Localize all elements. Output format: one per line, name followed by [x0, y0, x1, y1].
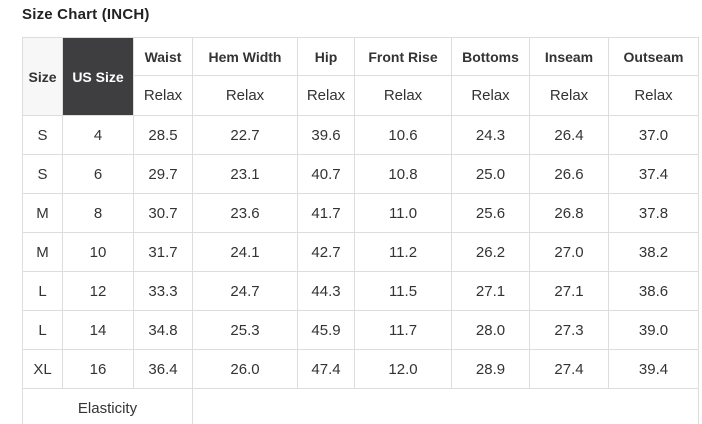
- size-value: L: [22, 271, 63, 311]
- front-rise-value: 11.7: [354, 310, 452, 350]
- column-header-hip: Hip: [297, 37, 355, 76]
- size-value: L: [22, 310, 63, 350]
- column-header-front-rise: Front Rise: [354, 37, 452, 76]
- hip-value: 41.7: [297, 193, 355, 233]
- outseam-value: 37.0: [608, 115, 699, 155]
- fit-row: Relax Relax Relax Relax Relax Relax Rela…: [23, 75, 699, 116]
- hip-value: 45.9: [297, 310, 355, 350]
- waist-value: 36.4: [133, 349, 193, 389]
- table-row: S 4 28.5 22.7 39.6 10.6 24.3 26.4 37.0: [22, 115, 699, 155]
- inseam-value: 27.1: [529, 271, 609, 311]
- bottoms-value: 24.3: [451, 115, 530, 155]
- inseam-value: 26.4: [529, 115, 609, 155]
- fit-cell-waist: Relax: [133, 75, 193, 116]
- hip-value: 47.4: [297, 349, 355, 389]
- elasticity-row: Elasticity: [22, 388, 699, 424]
- outseam-value: 37.8: [608, 193, 699, 233]
- hip-value: 39.6: [297, 115, 355, 155]
- fit-cell-bottoms: Relax: [451, 75, 530, 116]
- front-rise-value: 10.8: [354, 154, 452, 194]
- us-size-value: 16: [62, 349, 134, 389]
- fit-cell-inseam: Relax: [529, 75, 609, 116]
- front-rise-value: 11.0: [354, 193, 452, 233]
- front-rise-value: 11.5: [354, 271, 452, 311]
- table-row: XL 16 36.4 26.0 47.4 12.0 28.9 27.4 39.4: [22, 349, 699, 389]
- hem-width-value: 23.6: [192, 193, 298, 233]
- outseam-value: 39.4: [608, 349, 699, 389]
- page-title: Size Chart (INCH): [22, 6, 150, 23]
- bottoms-value: 28.9: [451, 349, 530, 389]
- size-column-header: Size: [22, 37, 63, 116]
- outseam-value: 38.2: [608, 232, 699, 272]
- us-size-value: 12: [62, 271, 134, 311]
- bottoms-value: 26.2: [451, 232, 530, 272]
- table-row: M 10 31.7 24.1 42.7 11.2 26.2 27.0 38.2: [22, 232, 699, 272]
- inseam-value: 27.0: [529, 232, 609, 272]
- inseam-value: 26.8: [529, 193, 609, 233]
- us-size-value: 10: [62, 232, 134, 272]
- us-size-value: 8: [62, 193, 134, 233]
- column-header-bottoms: Bottoms: [451, 37, 530, 76]
- waist-value: 30.7: [133, 193, 193, 233]
- inseam-value: 27.3: [529, 310, 609, 350]
- fit-cell-outseam: Relax: [608, 75, 699, 116]
- waist-value: 29.7: [133, 154, 193, 194]
- bottoms-value: 25.0: [451, 154, 530, 194]
- front-rise-value: 11.2: [354, 232, 452, 272]
- elasticity-label: Elasticity: [22, 388, 193, 424]
- table-row: L 14 34.8 25.3 45.9 11.7 28.0 27.3 39.0: [22, 310, 699, 350]
- inseam-value: 26.6: [529, 154, 609, 194]
- table-row: M 8 30.7 23.6 41.7 11.0 25.6 26.8 37.8: [22, 193, 699, 233]
- size-value: S: [22, 154, 63, 194]
- hem-width-value: 23.1: [192, 154, 298, 194]
- waist-value: 34.8: [133, 310, 193, 350]
- fit-cell-hip: Relax: [297, 75, 355, 116]
- hem-width-value: 26.0: [192, 349, 298, 389]
- front-rise-value: 10.6: [354, 115, 452, 155]
- column-header-outseam: Outseam: [608, 37, 699, 76]
- us-size-column-header: US Size: [62, 37, 134, 116]
- us-size-value: 14: [62, 310, 134, 350]
- size-value: M: [22, 193, 63, 233]
- waist-value: 31.7: [133, 232, 193, 272]
- outseam-value: 38.6: [608, 271, 699, 311]
- outseam-value: 37.4: [608, 154, 699, 194]
- waist-value: 33.3: [133, 271, 193, 311]
- size-value: M: [22, 232, 63, 272]
- bottoms-value: 25.6: [451, 193, 530, 233]
- hip-value: 44.3: [297, 271, 355, 311]
- bottoms-value: 27.1: [451, 271, 530, 311]
- bottoms-value: 28.0: [451, 310, 530, 350]
- column-header-inseam: Inseam: [529, 37, 609, 76]
- fit-cell-hem-width: Relax: [192, 75, 298, 116]
- elasticity-value-cell: [192, 388, 699, 424]
- waist-value: 28.5: [133, 115, 193, 155]
- fit-cell-front-rise: Relax: [354, 75, 452, 116]
- size-chart-table: Size US Size Waist Hem Width Hip Front R…: [22, 37, 699, 424]
- table-row: S 6 29.7 23.1 40.7 10.8 25.0 26.6 37.4: [22, 154, 699, 194]
- column-header-waist: Waist: [133, 37, 193, 76]
- measure-header-row: Size US Size Waist Hem Width Hip Front R…: [22, 37, 699, 116]
- hip-value: 40.7: [297, 154, 355, 194]
- hem-width-value: 25.3: [192, 310, 298, 350]
- hem-width-value: 24.1: [192, 232, 298, 272]
- column-header-hem-width: Hem Width: [192, 37, 298, 76]
- table-row: L 12 33.3 24.7 44.3 11.5 27.1 27.1 38.6: [22, 271, 699, 311]
- us-size-value: 4: [62, 115, 134, 155]
- hem-width-value: 22.7: [192, 115, 298, 155]
- outseam-value: 39.0: [608, 310, 699, 350]
- us-size-value: 6: [62, 154, 134, 194]
- size-value: XL: [22, 349, 63, 389]
- front-rise-value: 12.0: [354, 349, 452, 389]
- hem-width-value: 24.7: [192, 271, 298, 311]
- hip-value: 42.7: [297, 232, 355, 272]
- inseam-value: 27.4: [529, 349, 609, 389]
- size-value: S: [22, 115, 63, 155]
